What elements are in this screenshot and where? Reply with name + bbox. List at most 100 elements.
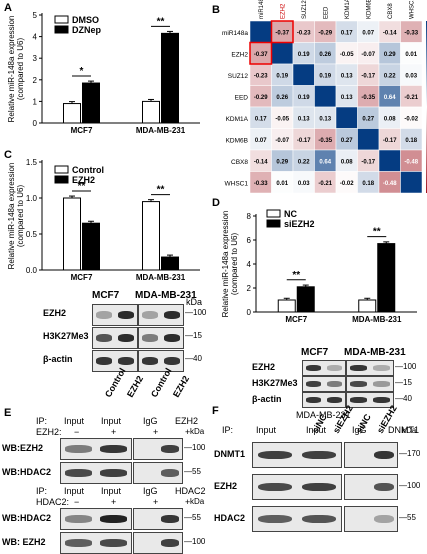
ip-column-label: Input [306, 425, 327, 435]
bar-chart-d: Relative miR-148a expression (compared to… [221, 209, 417, 324]
kda-marker: —100 [399, 481, 421, 490]
panel-label-f: F [212, 405, 219, 417]
heatmap-cell [378, 149, 401, 172]
blot-f-input-EZH2 [252, 474, 342, 500]
band [258, 450, 292, 460]
col-label: EED [323, 6, 329, 19]
heatmap-value: 0.18 [405, 138, 417, 144]
band [372, 381, 391, 387]
heatmap-value: -0.05 [340, 52, 354, 58]
col-label: EZH2 [280, 3, 286, 19]
band [349, 381, 368, 387]
band [117, 311, 135, 319]
ip-column-label: EZH2 [175, 416, 199, 426]
blot-f-ip-EZH2 [344, 474, 398, 500]
bar-control-mda-mb-231 [142, 201, 160, 271]
y-tick-label: 1 [33, 97, 38, 106]
panel-label-c: C [4, 149, 12, 161]
band [141, 334, 159, 342]
western-blot-d: MCF7 MDA-MB-231 EZH2 —100 H3K27Me3 —15 β-act… [212, 347, 427, 408]
heatmap-value: -0.29 [254, 95, 268, 101]
heatmap-value: 0.64 [384, 95, 396, 101]
heatmap-value: -0.07 [361, 52, 375, 58]
blotE2-ip-WB:HDAC2 [133, 508, 183, 530]
ip-column-label: DNMT1 [388, 425, 419, 435]
band [326, 397, 343, 403]
bar-dmso-mda-mb-231 [142, 100, 160, 124]
bar-dznep-mcf7 [82, 82, 100, 124]
treatment-sign: − [74, 427, 80, 437]
kda-marker: —100 [184, 443, 206, 452]
blot-d-mcf7-β-actin [302, 392, 346, 408]
blot-c-kda: kDa [186, 297, 203, 307]
x-tick-label: MDA-MB-231 [136, 273, 186, 282]
band [302, 450, 336, 460]
heatmap-value: 0.27 [341, 138, 353, 144]
col-label: miR148a [259, 0, 265, 19]
highlight-box [249, 41, 273, 65]
blotE2-input-WB:HDAC2 [60, 508, 132, 530]
legend-swatch [54, 165, 69, 174]
lane-label: EZH2 [171, 374, 192, 399]
legend-label: DMSO [72, 15, 99, 25]
heatmap-value: 0.01 [405, 52, 417, 58]
heatmap-value: -0.17 [297, 138, 311, 144]
col-label: KDM1A [345, 0, 351, 19]
western-blot-c: MCF7 MDA-MB-231 kDa EZH2 —100 H3K27Me3 —15 β… [0, 290, 212, 407]
blot-d-mda-H3K27Me3 [346, 376, 394, 392]
co-ip-blot-f: MDA-MB-231 IP: Input Input IgG DNMT1 kDa DNMT1—… [212, 410, 427, 550]
heatmap-value: 0.19 [298, 52, 310, 58]
band [65, 539, 92, 547]
blot-row-label: β-actin [43, 354, 73, 364]
blot-c-mcf7-β-actin [92, 350, 138, 372]
ip-column-label: HDAC2 [175, 486, 206, 496]
band [163, 334, 181, 342]
panel-label-a: A [4, 2, 12, 14]
row-label: KDM6B [226, 137, 248, 144]
treatment-label: HDAC2: [36, 497, 70, 507]
blot-row-label: H3K27Me3 [43, 331, 89, 341]
heatmap-value: -0.37 [254, 52, 268, 58]
blot-c-mda-EZH2 [138, 304, 184, 326]
heatmap-value: -0.14 [254, 159, 268, 165]
kda-title: kDa [190, 497, 205, 506]
y-tick-label: 2 [247, 284, 252, 293]
blot-d-mda-β-actin [346, 392, 394, 408]
blot-row-label: WB:HDAC2 [2, 467, 51, 477]
bar-siezh2-mcf7 [296, 286, 315, 313]
blotE2-input-WB: EZH2 [60, 532, 132, 554]
legend-swatch [54, 25, 69, 34]
row-label: WHSC1 [225, 180, 249, 187]
blotE1-input-WB:HDAC2 [60, 462, 132, 484]
blotE1-input-WB:EZH2 [60, 438, 132, 460]
kda-marker: —55 [184, 467, 201, 476]
band [100, 515, 127, 523]
y-tick-label: 0 [247, 308, 252, 317]
heatmap-value: 0.08 [384, 116, 396, 122]
band [305, 381, 322, 387]
co-ip-blot-e1: IP: Input Input IgG EZH2 EZH2: − + + + kDa WB:EZH2—… [0, 416, 212, 484]
heatmap-value: 0.27 [362, 116, 374, 122]
blot-row-label: WB:HDAC2 [2, 513, 51, 523]
heatmap-value: -0.33 [404, 30, 418, 36]
heatmap-value: -0.35 [361, 95, 375, 101]
y-tick-label: 1.5 [26, 158, 38, 167]
band [349, 397, 368, 403]
blot-c-header-mcf7: MCF7 [92, 290, 120, 301]
x-tick-label: MDA-MB-231 [352, 315, 402, 324]
heatmap-value: 0.19 [298, 95, 310, 101]
significance-marker: ** [157, 185, 165, 196]
bar-nc-mcf7 [277, 299, 296, 313]
band [374, 450, 394, 460]
treatment-sign: + [111, 427, 117, 437]
heatmap-value: -0.33 [254, 181, 268, 187]
heatmap-value: -0.48 [404, 159, 418, 165]
heatmap-cell [357, 128, 380, 151]
legend-label: Control [72, 165, 104, 175]
x-tick-label: MDA-MB-231 [136, 126, 186, 135]
row-label: SUZ12 [228, 73, 249, 80]
heatmap-value: 0.64 [319, 159, 331, 165]
band [117, 357, 135, 365]
heatmap-value: 0.01 [276, 181, 288, 187]
row-label: KDM1A [226, 116, 249, 123]
